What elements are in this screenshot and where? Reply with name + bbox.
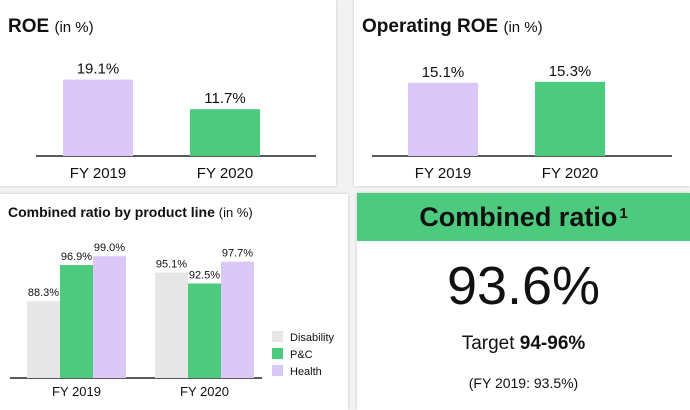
bar-fy-2020 [190,109,260,156]
data-label: 11.7% [204,90,245,107]
data-label: 95.1% [156,259,187,271]
data-label: 96.9% [61,251,92,263]
data-label: 97.7% [222,248,253,260]
x-tick-label: FY 2019 [415,165,471,182]
bar-fy-2019 [63,79,133,156]
data-label: 88.3% [28,287,59,299]
legend-label: P&C [290,349,313,361]
x-tick-label: FY 2019 [70,165,126,182]
data-label: 99.0% [94,242,125,254]
footnote-marker: 1 [619,204,628,222]
combined-ratio-previous: (FY 2019: 93.5%) [468,375,579,391]
data-label: 92.5% [189,270,220,282]
combined-ratio-target: Target 94-96% [461,333,586,354]
bar-fy-2020 [535,81,605,156]
roe-panel: ROE (in %) 19.1% FY 2019 11.7% FY 2020 [0,0,336,186]
legend-swatch-disability [272,331,283,342]
legend-label: Health [290,366,322,378]
x-tick-label: FY 2020 [180,384,229,399]
combined-ratio-panel: Combined ratio 1 93.6% Target 94-96% (FY … [357,193,690,410]
data-label: 15.3% [549,63,592,80]
combined-ratio-by-line-chart: 88.3% 96.9%99.0% FY 2019 95.1%92.5%97.7% FY … [10,242,335,399]
bar-health-fy-2019 [93,256,126,378]
combined-ratio-heading: Combined ratio 1 [357,193,690,241]
legend-swatch-health [272,365,283,376]
bar-health-fy-2020 [221,261,254,378]
x-tick-label: FY 2019 [52,384,101,399]
legend-swatch-pc [272,348,283,359]
bar-pc-fy-2019 [60,265,93,378]
combined-ratio-by-line-panel: Combined ratio by product line (in %) 88… [0,194,348,410]
operating-roe-title: Operating ROE (in %) [362,16,543,37]
x-tick-label: FY 2020 [542,165,598,182]
operating-roe-chart: 15.1% FY 2019 15.3% FY 2020 [372,63,672,182]
x-tick-label: FY 2020 [197,165,253,182]
bar-fy-2019 [408,82,478,156]
bar-disability-fy-2020 [155,272,188,378]
legend-label: Disability [290,332,335,344]
roe-title: ROE (in %) [8,16,94,37]
combined-ratio-by-line-title: Combined ratio by product line (in %) [8,204,253,220]
roe-chart: 19.1% FY 2019 11.7% FY 2020 [36,61,316,182]
bar-disability-fy-2019 [27,301,60,378]
combined-ratio-value: 93.6% [446,256,601,316]
operating-roe-panel: Operating ROE (in %) 15.1% FY 2019 15.3% FY… [354,0,690,186]
data-label: 19.1% [77,61,120,78]
bar-pc-fy-2020 [188,283,221,378]
data-label: 15.1% [422,64,465,81]
